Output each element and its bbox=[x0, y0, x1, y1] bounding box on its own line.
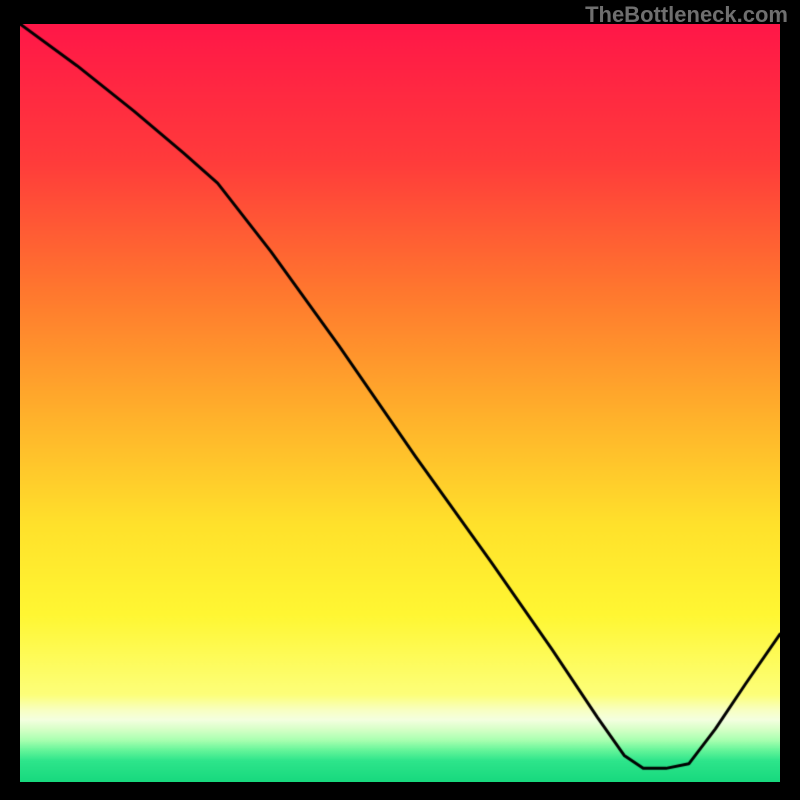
chart-plot-area bbox=[20, 24, 780, 782]
heat-gradient-background bbox=[20, 24, 780, 782]
watermark-text: TheBottleneck.com bbox=[585, 2, 788, 28]
